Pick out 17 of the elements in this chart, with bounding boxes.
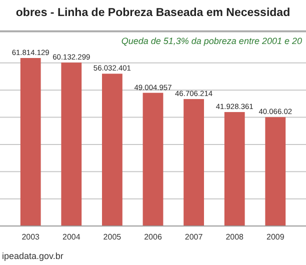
bar bbox=[184, 99, 204, 226]
x-tick-label: 2005 bbox=[103, 232, 122, 242]
x-tick-label: 2007 bbox=[184, 232, 204, 242]
bar bbox=[142, 92, 164, 226]
x-tick-label: 2003 bbox=[22, 232, 40, 242]
bar bbox=[61, 62, 82, 226]
x-tick-label: 2009 bbox=[266, 232, 285, 242]
bar bbox=[265, 117, 286, 226]
chart-title: obres - Linha de Pobreza Baseada em Necessidad bbox=[16, 7, 290, 19]
x-tick-label: 2004 bbox=[62, 232, 81, 242]
x-tick-label: 2008 bbox=[226, 232, 244, 242]
text: Queda de 51,3% da pobreza entre 2001 e 20 bbox=[121, 36, 302, 46]
bar bbox=[102, 74, 122, 226]
bar bbox=[224, 112, 245, 226]
text: ipeadata.gov.br bbox=[2, 251, 64, 261]
bar bbox=[20, 58, 41, 226]
x-tick-label: 2006 bbox=[144, 232, 162, 242]
